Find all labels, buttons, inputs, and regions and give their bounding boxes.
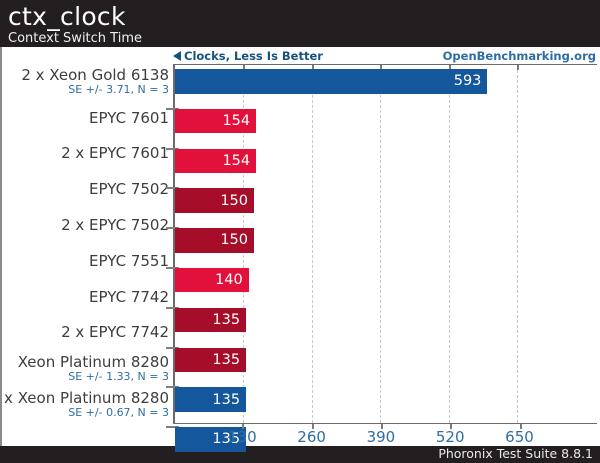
chart-row: 593 <box>175 69 597 105</box>
axis-tick <box>519 424 522 429</box>
value-bar: 140 <box>175 267 249 293</box>
value-bar: 154 <box>175 148 257 174</box>
chart-row: 135 <box>166 386 597 423</box>
row-label-text: EPYC 7742 <box>89 287 169 306</box>
x-gridline <box>380 65 382 423</box>
bar-value-label: 150 <box>220 232 249 249</box>
x-gridline <box>517 65 519 423</box>
axis-tick <box>166 346 179 349</box>
plot-row: 2 x Xeon Gold 6138 SE +/- 3.71, N = 3 EPYC… <box>0 64 600 452</box>
chart-row: 135 <box>166 306 597 344</box>
axis-tick <box>166 187 179 190</box>
x-axis: 130 260 390 520 650 <box>173 424 600 446</box>
value-bar: 593 <box>175 69 488 94</box>
axis-tick <box>166 266 179 269</box>
axis-tick <box>311 65 314 70</box>
chart-header: ctx_clock Context Switch Time <box>0 0 600 47</box>
bar-value-label: 140 <box>215 272 243 289</box>
bar-value-label: 593 <box>453 73 482 90</box>
value-bar: 150 <box>175 228 255 253</box>
value-bar: 135 <box>175 347 247 373</box>
row-label-text: EPYC 7551 <box>89 251 169 270</box>
label-column: 2 x Xeon Gold 6138 SE +/- 3.71, N = 3 EPYC… <box>0 64 173 424</box>
chart-row: 140 <box>166 266 597 304</box>
row-label: 2 x EPYC 7502 <box>2 207 173 243</box>
row-label-text: 2 x EPYC 7742 <box>61 323 169 342</box>
row-label: EPYC 7502 <box>2 171 173 207</box>
axis-tick <box>380 424 383 429</box>
row-label: EPYC 7551 <box>2 243 173 279</box>
bar-value-label: 154 <box>222 113 251 130</box>
x-tick-label: 520 <box>435 428 465 446</box>
axis-tick <box>448 65 451 70</box>
row-label-text: 2 x EPYC 7502 <box>61 216 169 235</box>
x-tick-label: 260 <box>297 428 326 446</box>
row-label-text: 2 x EPYC 7601 <box>61 144 169 163</box>
chart-row: 150 <box>166 227 597 264</box>
page-subtitle: Context Switch Time <box>8 31 142 46</box>
chart-footer: Phoronix Test Suite 8.8.1 <box>0 446 600 463</box>
axis-tick <box>166 306 179 309</box>
value-bar: 154 <box>175 108 257 134</box>
chart-row: 154 <box>166 107 597 145</box>
row-label-text: 2 x Xeon Gold 6138 <box>21 66 169 85</box>
axis-tick <box>242 424 245 429</box>
x-tick-label: 390 <box>366 428 396 446</box>
standard-error-label: SE +/- 0.67, N = 3 <box>68 405 169 419</box>
axis-tick <box>166 426 179 429</box>
axis-tick <box>243 65 246 70</box>
row-label: 2 x Xeon Gold 6138 SE +/- 3.71, N = 3 <box>2 64 173 100</box>
footer-label: Phoronix Test Suite 8.8.1 <box>438 446 593 461</box>
left-arrow-icon <box>173 51 181 61</box>
value-bar: 135 <box>175 307 247 333</box>
chart-row: 150 <box>166 187 597 224</box>
x-gridline <box>448 65 450 423</box>
x-tick-label: 650 <box>505 428 534 446</box>
row-label: 2 x EPYC 7601 <box>2 136 173 172</box>
axis-direction-caption: Clocks, Less Is Better <box>173 49 323 63</box>
chart-body: Clocks, Less Is Better OpenBenchmarking.… <box>0 47 600 452</box>
bar-value-label: 150 <box>220 192 249 209</box>
chart-row: 154 <box>166 147 597 185</box>
bar-value-label: 135 <box>212 391 241 408</box>
value-bar: 135 <box>175 387 247 412</box>
standard-error-label: SE +/- 3.71, N = 3 <box>68 83 169 97</box>
row-label-text: EPYC 7601 <box>89 108 169 127</box>
axis-tick <box>450 424 453 429</box>
chart-row: 135 <box>166 346 597 384</box>
axis-tick <box>517 65 520 70</box>
axis-tick <box>380 65 383 70</box>
row-label: 2 x Xeon Platinum 8280 SE +/- 0.67, N = 3 <box>0 386 173 422</box>
row-label-text: Xeon Platinum 8280 <box>17 352 169 371</box>
row-label-text: EPYC 7502 <box>89 180 169 199</box>
row-label: 2 x EPYC 7742 <box>2 315 173 351</box>
row-label: EPYC 7601 <box>2 100 173 136</box>
x-tick-label: 130 <box>227 428 257 446</box>
bar-value-label: 135 <box>212 351 241 368</box>
row-label: Xeon Platinum 8280 SE +/- 1.33, N = 3 <box>2 350 173 386</box>
axis-tick <box>166 147 179 150</box>
bar-value-label: 135 <box>212 312 241 329</box>
caption-row: Clocks, Less Is Better OpenBenchmarking.… <box>2 47 600 64</box>
axis-tick <box>311 424 314 429</box>
row-label-text: 2 x Xeon Platinum 8280 <box>0 388 169 407</box>
chart-row: 135 <box>166 426 597 463</box>
bar-value-label: 154 <box>222 152 251 169</box>
page-title: ctx_clock <box>8 2 126 31</box>
openbenchmarking-link[interactable]: OpenBenchmarking.org <box>442 49 596 63</box>
plot-area: 593 154 154 150 150 140 135 135 135 135 <box>166 64 597 452</box>
row-label: EPYC 7742 <box>2 279 173 315</box>
x-gridline <box>311 65 313 423</box>
axis-tick <box>166 386 179 389</box>
value-bar: 135 <box>175 427 247 452</box>
value-bar: 150 <box>175 188 255 213</box>
caption-label: Clocks, Less Is Better <box>184 49 323 63</box>
standard-error-label: SE +/- 1.33, N = 3 <box>68 369 169 383</box>
bar-value-label: 135 <box>212 431 241 448</box>
axis-tick <box>166 227 179 230</box>
axis-tick <box>166 107 179 110</box>
